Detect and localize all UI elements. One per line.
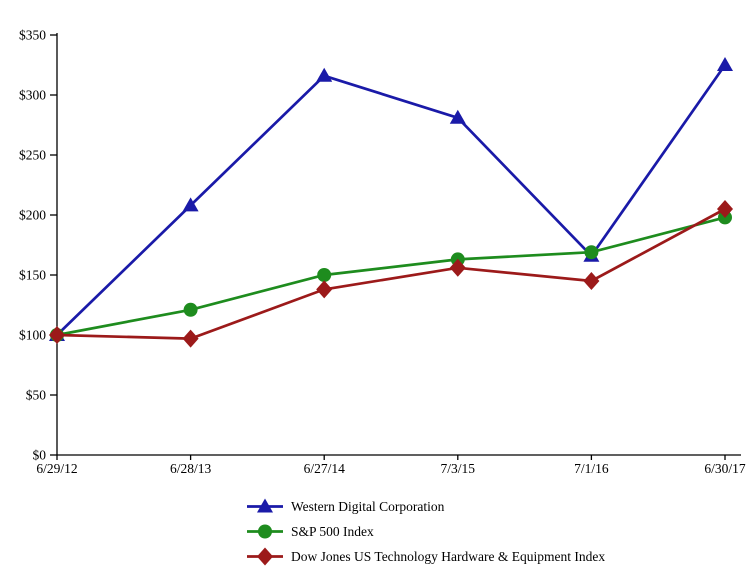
x-tick-label: 6/30/17 xyxy=(704,461,746,476)
series-line xyxy=(56,207,726,340)
series-1 xyxy=(50,210,732,342)
y-tick-label: $100 xyxy=(19,328,46,343)
x-tick-label: 7/1/16 xyxy=(574,461,609,476)
triangle-data-point-marker xyxy=(182,197,199,212)
y-tick-label: $150 xyxy=(19,268,46,283)
y-tick-label: $200 xyxy=(19,208,46,223)
legend-label: Western Digital Corporation xyxy=(291,498,445,514)
diamond-data-point-marker xyxy=(717,200,733,218)
legend-item: S&P 500 Index xyxy=(246,519,605,544)
diamond-data-point-marker xyxy=(182,329,199,348)
circle-legend-marker-icon xyxy=(247,524,283,539)
legend-label: S&P 500 Index xyxy=(291,523,374,539)
chart-plot-area: $0 $50 $100 $150 $200 $250 $300 $350 6/29/12 6/28… xyxy=(19,28,746,477)
series-0 xyxy=(49,57,733,341)
diamond-data-point-marker xyxy=(449,258,466,277)
circle-data-point-marker xyxy=(317,268,332,282)
y-tick-label: $0 xyxy=(33,448,47,463)
triangle-data-point-marker xyxy=(316,67,333,82)
stock-performance-chart: $0 $50 $100 $150 $200 $250 $300 $350 6/29/12 6/28… xyxy=(19,28,746,566)
circle-data-point-marker xyxy=(584,245,599,260)
y-tick-label: $250 xyxy=(19,148,46,163)
series-line xyxy=(56,216,726,337)
legend-label: Dow Jones US Technology Hardware & Equip… xyxy=(291,548,606,564)
triangle-data-point-marker xyxy=(449,109,466,124)
circle-data-point-marker xyxy=(183,302,198,317)
chart-legend: Western Digital Corporation S&P 500 Index… xyxy=(246,494,605,569)
series-2 xyxy=(49,200,733,348)
y-tick-label: $50 xyxy=(26,388,47,403)
legend-marker xyxy=(257,498,273,513)
y-tick-label: $350 xyxy=(19,28,46,43)
diamond-data-point-marker xyxy=(583,272,600,290)
legend-marker xyxy=(258,524,272,539)
diamond-data-point-marker xyxy=(316,280,333,299)
diamond-data-point-marker xyxy=(49,326,65,344)
x-tick-label: 6/27/14 xyxy=(304,461,346,476)
legend-marker xyxy=(257,547,273,566)
triangle-data-point-marker xyxy=(717,57,733,71)
diamond-legend-marker-icon xyxy=(247,547,283,566)
triangle-legend-marker-icon xyxy=(247,498,283,513)
legend-item: Dow Jones US Technology Hardware & Equip… xyxy=(246,544,605,569)
y-tick-label: $300 xyxy=(19,88,46,103)
x-tick-label: 6/28/13 xyxy=(170,461,212,476)
axis-lines xyxy=(56,33,741,456)
series-line xyxy=(56,64,727,336)
legend-item: Western Digital Corporation xyxy=(246,494,605,519)
x-tick-label: 7/3/15 xyxy=(441,461,476,476)
x-tick-label: 6/29/12 xyxy=(36,461,77,476)
